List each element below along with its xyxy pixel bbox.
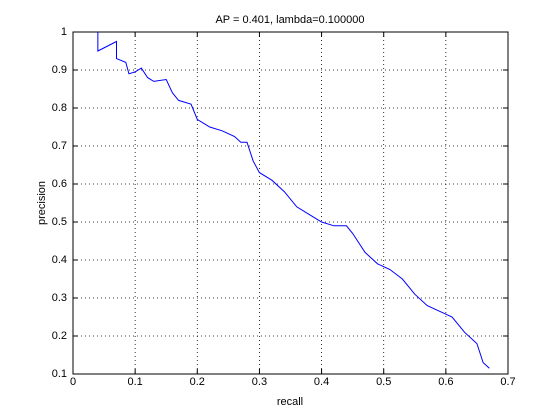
x-tick-label: 0.1 [127, 376, 142, 388]
x-tick-label: 0.6 [438, 376, 453, 388]
y-tick-label: 0.3 [52, 292, 67, 304]
x-tick-label: 0.3 [252, 376, 267, 388]
x-axis-label: recall [277, 396, 303, 408]
y-tick-label: 0.4 [52, 254, 67, 266]
x-tick-label: 0.7 [500, 376, 515, 388]
x-tick-label: 0.4 [314, 376, 329, 388]
y-tick-label: 0.7 [52, 140, 67, 152]
axes-box [72, 31, 509, 375]
y-tick-label: 0.1 [52, 368, 67, 380]
chart-title: AP = 0.401, lambda=0.100000 [215, 14, 364, 26]
pr-curve [97, 32, 490, 369]
y-axis-label: precision [36, 181, 48, 225]
x-tick-label: 0 [70, 376, 76, 388]
x-tick-label: 0.2 [190, 376, 205, 388]
y-tick-label: 0.5 [52, 216, 67, 228]
x-tick-label: 0.5 [376, 376, 391, 388]
y-tick-label: 0.8 [52, 102, 67, 114]
y-tick-label: 0.2 [52, 330, 67, 342]
y-tick-label: 0.6 [52, 178, 67, 190]
y-tick-label: 0.9 [52, 64, 67, 76]
y-tick-label: 1 [61, 26, 67, 38]
